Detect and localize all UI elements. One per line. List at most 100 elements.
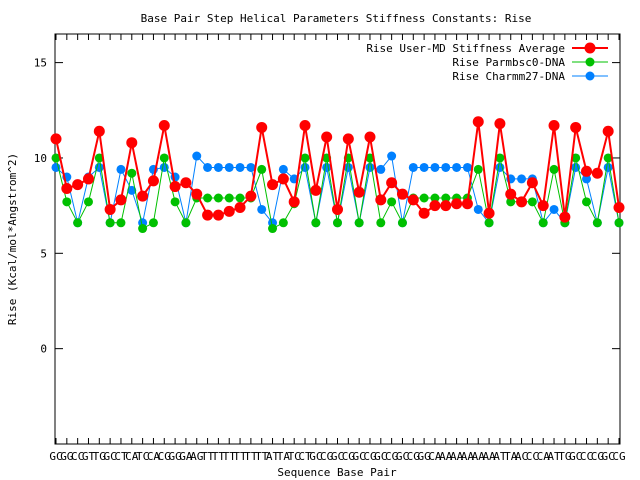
- data-point: [461, 198, 473, 210]
- data-point: [582, 197, 592, 207]
- x-axis-label: Sequence Base Pair: [277, 466, 397, 479]
- x-tick-label: CG: [591, 450, 604, 463]
- x-tick-label: GA: [179, 450, 193, 463]
- data-point: [278, 218, 288, 228]
- x-tick-label: CC: [71, 450, 84, 463]
- x-tick-label: CG: [407, 450, 420, 463]
- data-point: [203, 162, 213, 172]
- data-point: [137, 190, 149, 202]
- data-point: [517, 174, 527, 184]
- data-point: [104, 203, 116, 215]
- y-tick-label: 10: [34, 152, 47, 165]
- x-tick-label: GC: [104, 450, 117, 463]
- data-point: [506, 197, 516, 207]
- data-point: [376, 218, 386, 228]
- data-point: [147, 175, 159, 187]
- data-point: [494, 118, 506, 130]
- data-point: [386, 177, 398, 189]
- legend-label: Rise Charmm27-DNA: [452, 70, 565, 83]
- data-point: [365, 162, 375, 172]
- data-point: [115, 194, 127, 206]
- x-tick-label: TA: [277, 450, 291, 463]
- x-tick-label: GG: [60, 450, 73, 463]
- data-point: [353, 186, 365, 198]
- data-point: [257, 164, 267, 174]
- data-point: [549, 164, 559, 174]
- series-3: [51, 151, 624, 228]
- data-point: [516, 196, 528, 208]
- data-point: [440, 200, 452, 212]
- x-tick-label: TT: [255, 450, 269, 463]
- x-tick-label: CG: [612, 450, 625, 463]
- x-tick-label: CA: [125, 450, 139, 463]
- x-tick-label: GC: [353, 450, 366, 463]
- x-tick-label: CA: [537, 450, 551, 463]
- data-point: [61, 182, 73, 194]
- y-tick-label: 0: [40, 343, 47, 356]
- data-point: [93, 125, 105, 137]
- data-point: [288, 196, 300, 208]
- data-point: [387, 197, 397, 207]
- data-point: [311, 218, 321, 228]
- data-point: [180, 177, 192, 189]
- data-point: [582, 174, 592, 184]
- data-point: [116, 164, 126, 174]
- x-tick-label: GG: [417, 450, 430, 463]
- data-point: [267, 179, 279, 191]
- data-point: [451, 198, 463, 210]
- data-point: [127, 185, 137, 195]
- data-point: [73, 218, 83, 228]
- x-tick-label: CG: [320, 450, 333, 463]
- data-point: [549, 204, 559, 214]
- data-point: [299, 120, 311, 132]
- data-point: [72, 179, 84, 191]
- x-tick-label: AA: [482, 450, 496, 463]
- x-tick-label: CC: [580, 450, 593, 463]
- series-1: [50, 116, 625, 223]
- x-tick-label: CA: [428, 450, 442, 463]
- data-point: [484, 218, 494, 228]
- x-tick-label: TT: [244, 450, 258, 463]
- x-tick-label: TT: [233, 450, 247, 463]
- x-tick-label: AT: [266, 450, 280, 463]
- data-point: [396, 188, 408, 200]
- data-point: [462, 162, 472, 172]
- data-point: [505, 188, 517, 200]
- legend-label: Rise User-MD Stiffness Average: [366, 42, 565, 55]
- data-point: [602, 125, 614, 137]
- x-tick-label: GG: [168, 450, 181, 463]
- data-point: [50, 133, 62, 145]
- x-tick-label: CG: [158, 450, 171, 463]
- data-point: [203, 193, 213, 203]
- data-point: [235, 193, 245, 203]
- x-tick-label: AA: [461, 450, 475, 463]
- legend-marker: [585, 71, 595, 81]
- data-point: [592, 218, 602, 228]
- data-point: [429, 200, 441, 212]
- legend-marker: [585, 57, 595, 67]
- x-tick-label: CG: [385, 450, 398, 463]
- x-tick-label: TT: [201, 450, 215, 463]
- x-tick-label: GC: [49, 450, 62, 463]
- data-point: [224, 193, 234, 203]
- data-point: [223, 205, 235, 217]
- data-point: [473, 204, 483, 214]
- x-tick-label: GC: [331, 450, 344, 463]
- data-point: [268, 224, 278, 234]
- data-point: [332, 203, 343, 215]
- data-point: [614, 218, 624, 228]
- data-point: [570, 121, 582, 133]
- x-tick-label: TA: [504, 450, 518, 463]
- x-tick-label: AT: [493, 450, 507, 463]
- data-point: [408, 162, 418, 172]
- data-point: [213, 162, 223, 172]
- data-point: [126, 137, 138, 149]
- data-point: [559, 211, 571, 223]
- x-tick-label: CG: [363, 450, 376, 463]
- x-tick-label: AA: [472, 450, 486, 463]
- data-point: [82, 173, 94, 185]
- y-axis-label: Rise (Kcal/mol*Angstrom^2): [6, 153, 19, 325]
- data-point: [105, 218, 115, 228]
